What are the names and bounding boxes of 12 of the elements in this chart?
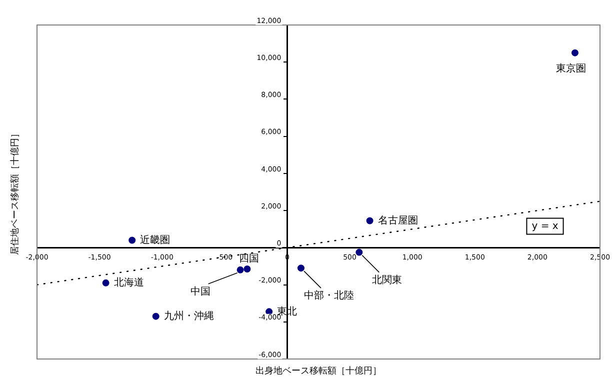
- annotation: 中国: [190, 286, 210, 298]
- annotation: 四国: [239, 254, 260, 265]
- annotation: 北関東: [372, 274, 402, 286]
- annotation: 九州・沖縄: [164, 310, 214, 322]
- annotation: 東京圏: [556, 62, 586, 74]
- x-axis-title: 出身地ベース移転額［十億円］: [256, 365, 382, 376]
- series-label: y = x: [532, 220, 558, 232]
- y-axis-title: 居住地ベース移転額［十億円］: [9, 129, 20, 255]
- annotation: 名古屋圏: [378, 214, 418, 226]
- annotation: 北海道: [114, 276, 144, 289]
- annotation: 近畿圏: [140, 234, 170, 246]
- annotation: 中部・北陸: [304, 290, 354, 302]
